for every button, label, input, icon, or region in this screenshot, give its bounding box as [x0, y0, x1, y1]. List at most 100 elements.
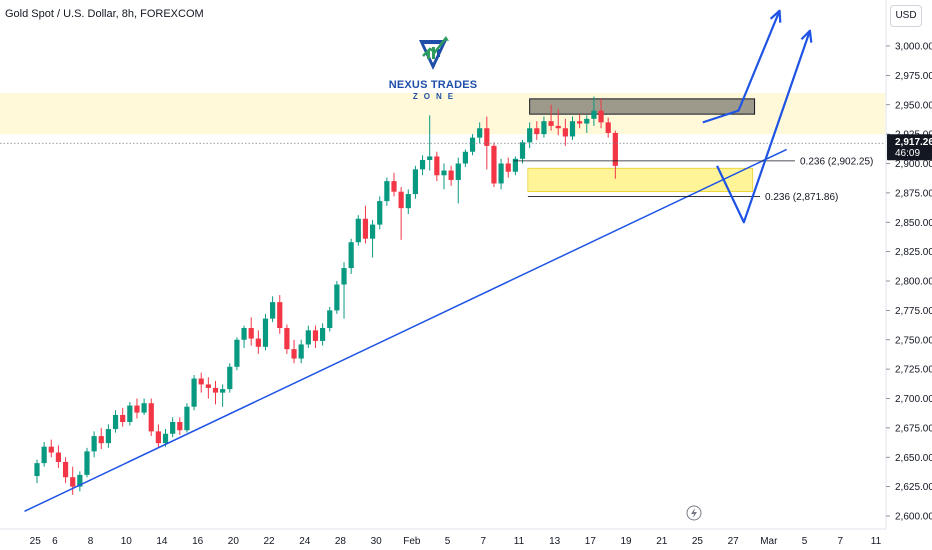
candle — [234, 339, 240, 367]
countdown-label: 46:09 — [895, 148, 920, 159]
x-tick-label: 24 — [299, 536, 311, 547]
candle — [220, 389, 226, 393]
candle — [334, 284, 340, 311]
candle — [162, 433, 169, 444]
candle — [205, 384, 211, 388]
candle — [170, 422, 176, 434]
candle — [262, 318, 269, 347]
candle — [541, 121, 547, 135]
candle — [434, 156, 440, 176]
x-tick-label: 7 — [837, 536, 843, 547]
x-tick-label: 21 — [656, 536, 668, 547]
candle — [391, 181, 397, 192]
candle — [305, 330, 311, 345]
candle — [477, 128, 483, 138]
candle — [112, 414, 119, 430]
y-tick-label: 2,775.00 — [895, 306, 932, 317]
logo-text-secondary: ZONE — [412, 92, 460, 101]
price-axis — [886, 0, 932, 550]
y-tick-label: 2,825.00 — [895, 247, 932, 258]
candle — [184, 406, 190, 431]
x-tick-label: 17 — [585, 536, 597, 547]
fib-level-label: 0.236 (2,871.86) — [765, 192, 838, 203]
candle — [505, 163, 511, 172]
chart-title: Gold Spot / U.S. Dollar, 8h, FOREXCOM — [5, 8, 204, 20]
x-tick-label: 14 — [156, 536, 168, 547]
fib-level-label: 0.236 (2,902.25) — [800, 156, 873, 167]
x-tick-label: 13 — [549, 536, 561, 547]
x-tick-label: 8 — [88, 536, 94, 547]
x-tick-label: 16 — [192, 536, 204, 547]
x-tick-label: 11 — [514, 536, 525, 547]
y-tick-label: 2,675.00 — [895, 423, 932, 434]
candle — [134, 405, 140, 413]
candle — [362, 218, 369, 239]
candle — [198, 378, 204, 385]
candle — [284, 328, 290, 350]
candle — [320, 328, 326, 341]
x-tick-label: 10 — [121, 536, 133, 547]
candle — [448, 170, 454, 180]
candle — [412, 169, 419, 195]
candle — [519, 142, 526, 159]
candle — [369, 224, 376, 239]
y-tick-label: 2,625.00 — [895, 482, 932, 493]
candle — [155, 431, 161, 444]
candle — [41, 446, 47, 464]
currency-button[interactable]: USD — [890, 5, 922, 27]
candle — [255, 338, 261, 347]
y-tick-label: 2,875.00 — [895, 188, 932, 199]
candle — [127, 405, 133, 422]
candle — [398, 191, 404, 209]
candle — [141, 403, 147, 413]
candle — [312, 330, 319, 341]
projection-arrowhead — [800, 29, 813, 43]
candle — [177, 422, 183, 431]
projection-arrowhead — [769, 9, 782, 23]
candle — [562, 128, 568, 137]
candle — [469, 137, 476, 152]
candle — [598, 110, 604, 123]
x-tick-label: Feb — [403, 536, 421, 547]
candle — [341, 268, 347, 285]
candle — [291, 349, 297, 359]
x-tick-label: 7 — [480, 536, 486, 547]
arrow-up-chart-icon — [419, 36, 449, 70]
candle — [605, 122, 611, 133]
candle — [491, 145, 497, 184]
x-tick-label: 19 — [620, 536, 632, 547]
candle — [62, 461, 69, 478]
y-tick-label: 2,800.00 — [895, 277, 932, 288]
x-tick-label: 30 — [371, 536, 383, 547]
x-tick-label: 20 — [228, 536, 240, 547]
x-tick-label: Mar — [760, 536, 778, 547]
x-tick-label: 25 — [692, 536, 704, 547]
x-tick-label: 6 — [52, 536, 58, 547]
candle — [548, 121, 554, 126]
candle — [348, 242, 354, 269]
candle — [70, 477, 76, 487]
x-tick-label: 5 — [445, 536, 451, 547]
current-price-label: 2,917.26 — [895, 137, 932, 148]
candle — [377, 201, 383, 225]
candle — [612, 132, 618, 166]
x-tick-label: 11 — [871, 536, 882, 547]
lightning-glyph — [691, 508, 697, 518]
candle — [405, 194, 411, 209]
candle — [384, 181, 390, 202]
candle — [227, 366, 233, 390]
y-tick-label: 2,975.00 — [895, 71, 932, 82]
candle — [534, 128, 540, 135]
candle — [277, 302, 283, 328]
candle — [55, 452, 62, 462]
x-tick-label: 25 — [30, 536, 42, 547]
candle — [584, 118, 590, 124]
candle — [298, 344, 304, 359]
candle — [148, 403, 154, 432]
x-tick-label: 28 — [335, 536, 347, 547]
candle — [441, 170, 447, 176]
candle — [248, 328, 254, 339]
candle — [462, 151, 468, 164]
